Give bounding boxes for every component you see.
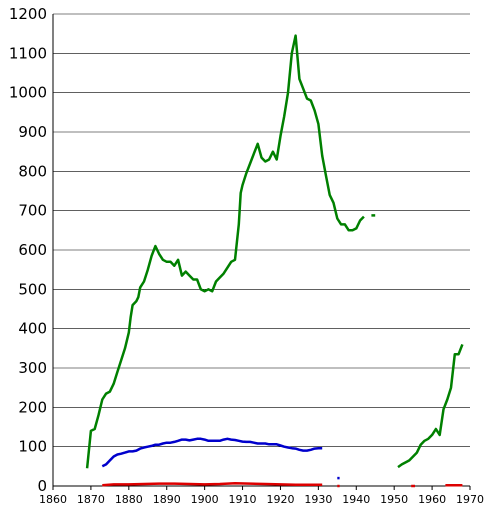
x-tick-label: 1960 bbox=[418, 493, 446, 506]
y-tick-label: 200 bbox=[18, 398, 47, 416]
y-tick-label: 300 bbox=[18, 359, 47, 377]
y-tick-labels: 0 100 200 300 400 500 600 700 800 900 1000 1100 1200 bbox=[9, 5, 47, 495]
y-tick-label: 700 bbox=[18, 202, 47, 220]
y-tick-label: 1100 bbox=[9, 44, 47, 62]
y-tick-label: 100 bbox=[18, 438, 47, 456]
y-tick-label: 400 bbox=[18, 320, 47, 338]
x-tick-label: 1880 bbox=[115, 493, 143, 506]
y-tick-label: 0 bbox=[37, 477, 47, 495]
y-tick-label: 1000 bbox=[9, 84, 47, 102]
series-2 bbox=[102, 481, 463, 488]
y-tick-label: 1200 bbox=[9, 5, 47, 23]
x-tick-label: 1950 bbox=[380, 493, 408, 506]
x-tick-labels: 1860 1870 1880 1890 1900 1910 1920 1930 1940 1950… bbox=[39, 486, 484, 506]
y-tick-label: 800 bbox=[18, 162, 47, 180]
series-0 bbox=[85, 34, 464, 469]
x-tick-label: 1930 bbox=[304, 493, 332, 506]
x-tick-label: 1900 bbox=[191, 493, 219, 506]
series-line-segment bbox=[101, 437, 323, 468]
y-tick-label: 900 bbox=[18, 123, 47, 141]
x-tick-label: 1940 bbox=[342, 493, 370, 506]
x-tick-label: 1890 bbox=[153, 493, 181, 506]
y-tick-label: 600 bbox=[18, 241, 47, 259]
series-line-segment bbox=[102, 481, 323, 487]
series-line-segment bbox=[397, 343, 464, 469]
y-tick-label: 500 bbox=[18, 280, 47, 298]
x-tick-label: 1970 bbox=[456, 493, 484, 506]
series-line-segment bbox=[85, 34, 365, 469]
x-tick-label: 1920 bbox=[266, 493, 294, 506]
series-layer bbox=[85, 34, 464, 488]
grid-lines bbox=[53, 13, 470, 447]
series-1 bbox=[101, 437, 340, 480]
x-tick-label: 1910 bbox=[229, 493, 257, 506]
x-tick-label: 1870 bbox=[77, 493, 105, 506]
x-tick-label: 1860 bbox=[39, 493, 67, 506]
